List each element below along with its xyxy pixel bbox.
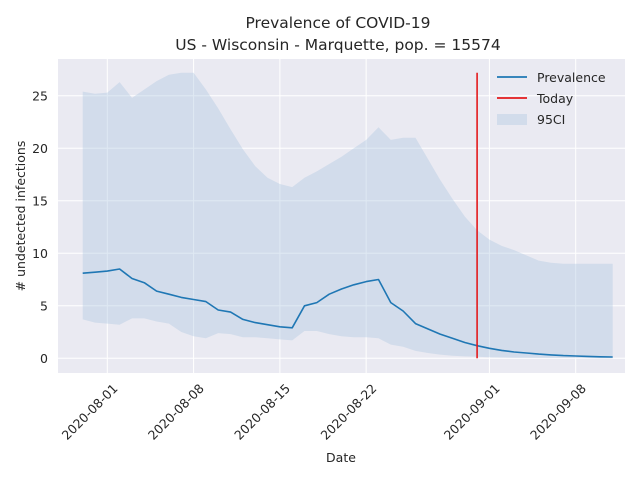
grid bbox=[58, 59, 625, 373]
series-lines bbox=[82, 72, 613, 359]
y-axis: 0 5 10 15 20 25 bbox=[32, 88, 48, 366]
y-tick-label: 20 bbox=[32, 141, 48, 156]
y-tick-label: 15 bbox=[32, 193, 48, 208]
y-tick-label: 5 bbox=[40, 298, 48, 313]
confidence-band bbox=[82, 72, 613, 359]
plot-area bbox=[58, 59, 625, 373]
band-95ci bbox=[82, 72, 613, 359]
x-axis-label: Date bbox=[326, 450, 356, 465]
y-axis-label: # undetected infections bbox=[13, 141, 28, 292]
chart-subtitle: US - Wisconsin - Marquette, pop. = 15574 bbox=[175, 36, 500, 54]
y-tick-label: 10 bbox=[32, 246, 48, 261]
legend: Prevalence Today 95CI bbox=[497, 70, 606, 127]
legend-label-95ci: 95CI bbox=[537, 112, 565, 127]
y-tick-label: 25 bbox=[32, 88, 48, 103]
y-tick-label: 0 bbox=[40, 351, 48, 366]
legend-label-today: Today bbox=[536, 91, 574, 106]
series-line-prevalence bbox=[82, 268, 613, 358]
legend-swatch-95ci bbox=[497, 114, 527, 125]
chart-title: Prevalence of COVID-19 bbox=[245, 14, 430, 32]
legend-label-prevalence: Prevalence bbox=[537, 70, 606, 85]
